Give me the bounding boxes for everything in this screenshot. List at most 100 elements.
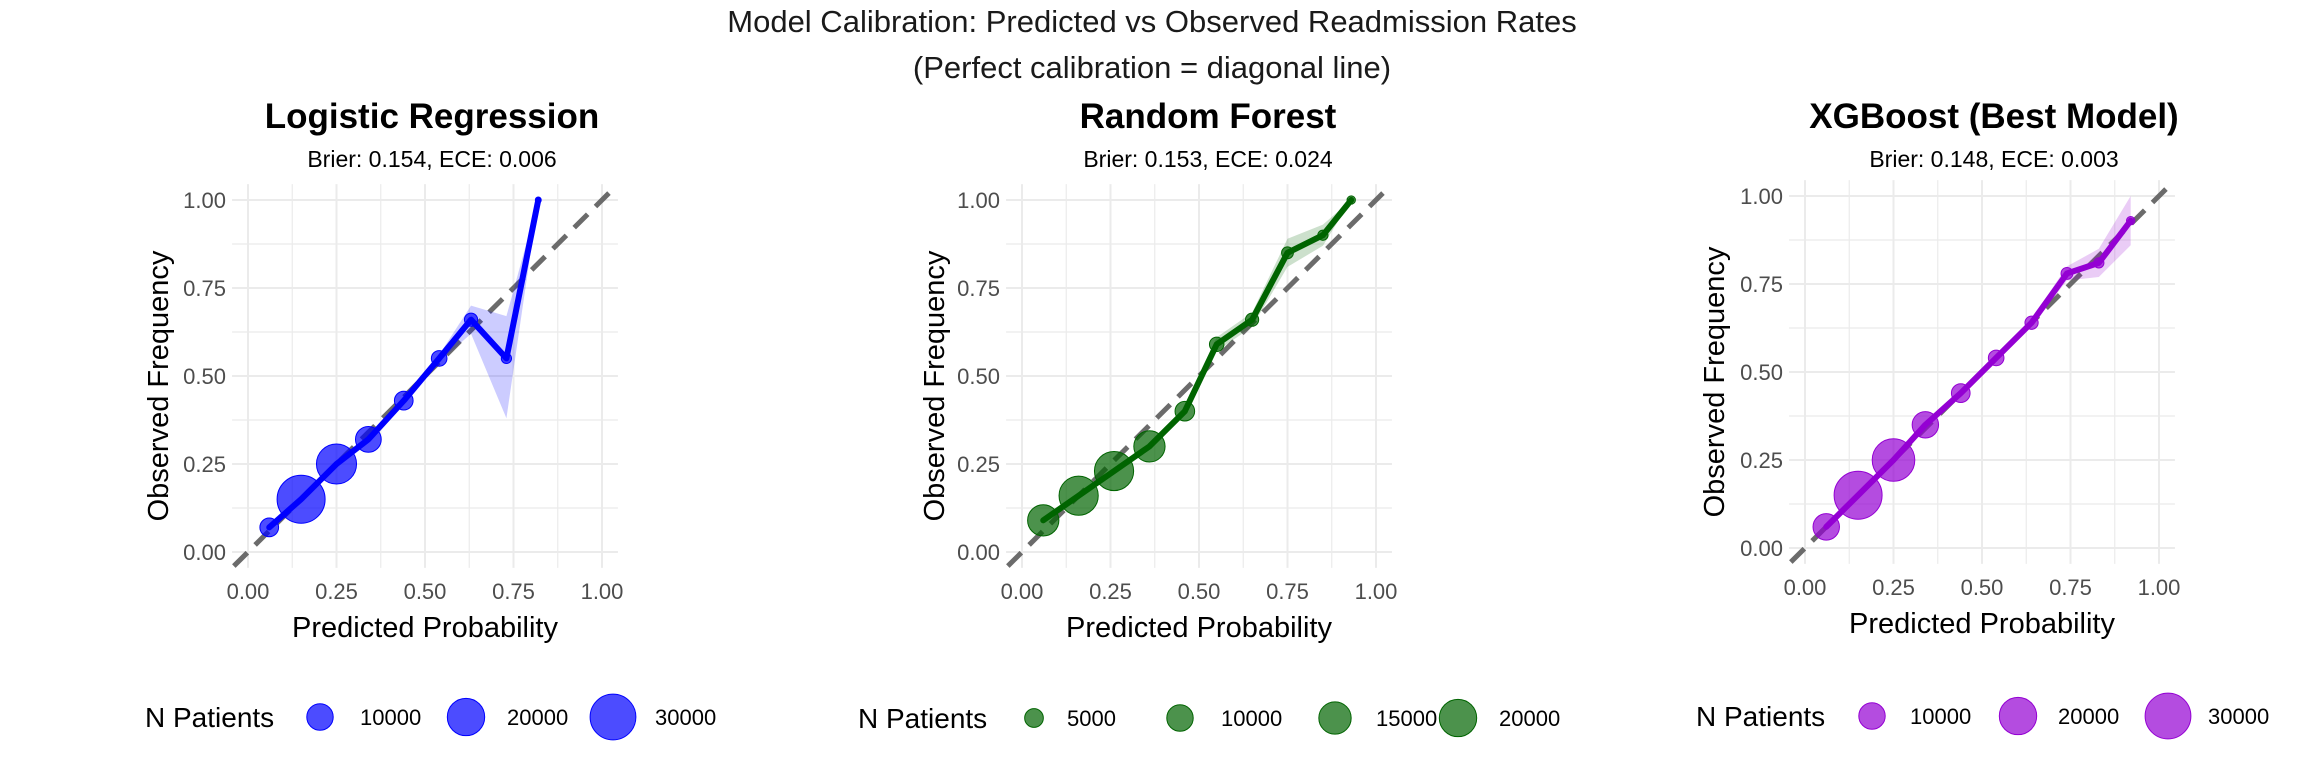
legend-label: 20000	[507, 705, 568, 730]
data-point	[1911, 411, 1940, 439]
x-tick-label: 0.50	[404, 579, 447, 604]
data-point	[259, 517, 280, 538]
legend-label: 10000	[1910, 704, 1971, 729]
confidence-band	[1043, 200, 1352, 523]
data-point	[2024, 315, 2039, 330]
data-point	[1174, 400, 1196, 422]
y-tick-label: 1.00	[183, 188, 226, 213]
data-point	[463, 312, 479, 327]
data-point	[2126, 215, 2136, 226]
legend-key	[1024, 708, 1044, 728]
legend-key	[2144, 692, 2192, 740]
y-tick-label: 1.00	[957, 188, 1000, 213]
data-point	[1058, 475, 1099, 516]
chart-panel-2: Random Forest Brier: 0.153, ECE: 0.024 0.0…	[858, 97, 1560, 738]
legend-key	[1858, 702, 1886, 730]
data-point	[500, 352, 513, 365]
y-tick-label: 0.00	[183, 540, 226, 565]
legend-label: 15000	[1376, 706, 1437, 731]
chart-panel-1: Logistic Regression Brier: 0.154, ECE: 0.…	[143, 97, 716, 741]
legend-label: 20000	[2058, 704, 2119, 729]
legend-key	[1318, 701, 1352, 735]
panel-subtitle: Brier: 0.154, ECE: 0.006	[307, 146, 556, 172]
x-tick-label: 0.75	[2049, 575, 2092, 600]
x-tick-label: 0.50	[1178, 579, 1221, 604]
x-tick-label: 0.75	[1266, 579, 1309, 604]
data-point	[315, 443, 358, 485]
y-tick-label: 0.50	[1740, 360, 1783, 385]
legend-key	[306, 703, 334, 731]
data-point	[1950, 383, 1971, 403]
chart-panel-3: XGBoost (Best Model) Brier: 0.148, ECE: 0…	[1696, 97, 2269, 740]
y-tick-label: 1.00	[1740, 184, 1783, 209]
legend-key	[1438, 698, 1478, 738]
data-point	[1317, 229, 1329, 241]
y-axis-label: Observed Frequency	[143, 250, 175, 521]
confidence-band	[269, 200, 539, 531]
y-tick-label: 0.00	[957, 540, 1000, 565]
chart-panels: Logistic Regression Brier: 0.154, ECE: 0.…	[143, 97, 2269, 741]
legend-label: 10000	[1221, 706, 1282, 731]
x-tick-label: 0.00	[1784, 575, 1827, 600]
legend-title: N Patients	[145, 702, 274, 733]
figure-title: Model Calibration: Predicted vs Observed…	[727, 4, 1576, 39]
legend-label: 30000	[655, 705, 716, 730]
x-tick-label: 0.25	[1872, 575, 1915, 600]
data-point	[1346, 195, 1356, 205]
data-point	[1871, 438, 1916, 482]
legend-key	[446, 697, 486, 737]
calibration-line	[1823, 217, 2134, 530]
x-axis-label: Predicted Probability	[1849, 608, 2115, 640]
panel-subtitle: Brier: 0.153, ECE: 0.024	[1083, 146, 1333, 172]
data-point	[1812, 513, 1840, 541]
x-tick-label: 0.00	[227, 579, 270, 604]
x-axis-label: Predicted Probability	[292, 612, 558, 644]
x-tick-label: 0.50	[1961, 575, 2004, 600]
calibration-line	[1040, 197, 1355, 524]
figure-subtitle: (Perfect calibration = diagonal line)	[913, 50, 1391, 85]
y-tick-label: 0.25	[183, 452, 226, 477]
y-tick-label: 0.25	[957, 452, 1000, 477]
data-point	[1133, 430, 1166, 463]
data-point	[1027, 504, 1060, 537]
legend-label: 5000	[1067, 706, 1116, 731]
legend-title: N Patients	[858, 703, 987, 734]
x-tick-label: 0.25	[1089, 579, 1132, 604]
x-tick-label: 1.00	[2138, 575, 2181, 600]
y-tick-label: 0.50	[183, 364, 226, 389]
y-tick-label: 0.75	[183, 276, 226, 301]
y-tick-label: 0.75	[957, 276, 1000, 301]
y-tick-label: 0.25	[1740, 448, 1783, 473]
legend-title: N Patients	[1696, 701, 1825, 732]
data-point	[1833, 470, 1883, 520]
y-axis-label: Observed Frequency	[919, 250, 951, 521]
panel-title: Random Forest	[1080, 97, 1337, 136]
legend-label: 20000	[1499, 706, 1560, 731]
data-point	[354, 425, 382, 453]
y-tick-label: 0.00	[1740, 536, 1783, 561]
panel-title: XGBoost (Best Model)	[1809, 97, 2178, 136]
data-point	[2093, 257, 2105, 269]
data-point	[1244, 312, 1260, 327]
data-point	[534, 196, 542, 204]
x-tick-label: 0.25	[315, 579, 358, 604]
data-point	[276, 474, 326, 524]
x-tick-label: 0.00	[1001, 579, 1044, 604]
panel-title: Logistic Regression	[265, 97, 600, 136]
legend-key	[589, 693, 637, 741]
y-tick-label: 0.50	[957, 364, 1000, 389]
x-tick-label: 0.75	[492, 579, 535, 604]
legend-label: 10000	[360, 705, 421, 730]
data-point	[1281, 246, 1294, 260]
legend-key	[1998, 696, 2038, 736]
legend-key	[1166, 704, 1194, 732]
x-tick-label: 1.00	[1355, 579, 1398, 604]
data-point	[1208, 336, 1225, 353]
data-point	[393, 390, 414, 411]
y-axis-label: Observed Frequency	[1699, 246, 1731, 517]
data-point	[2060, 267, 2074, 280]
data-point	[1093, 450, 1135, 492]
data-point	[430, 350, 448, 367]
y-tick-label: 0.75	[1740, 272, 1783, 297]
